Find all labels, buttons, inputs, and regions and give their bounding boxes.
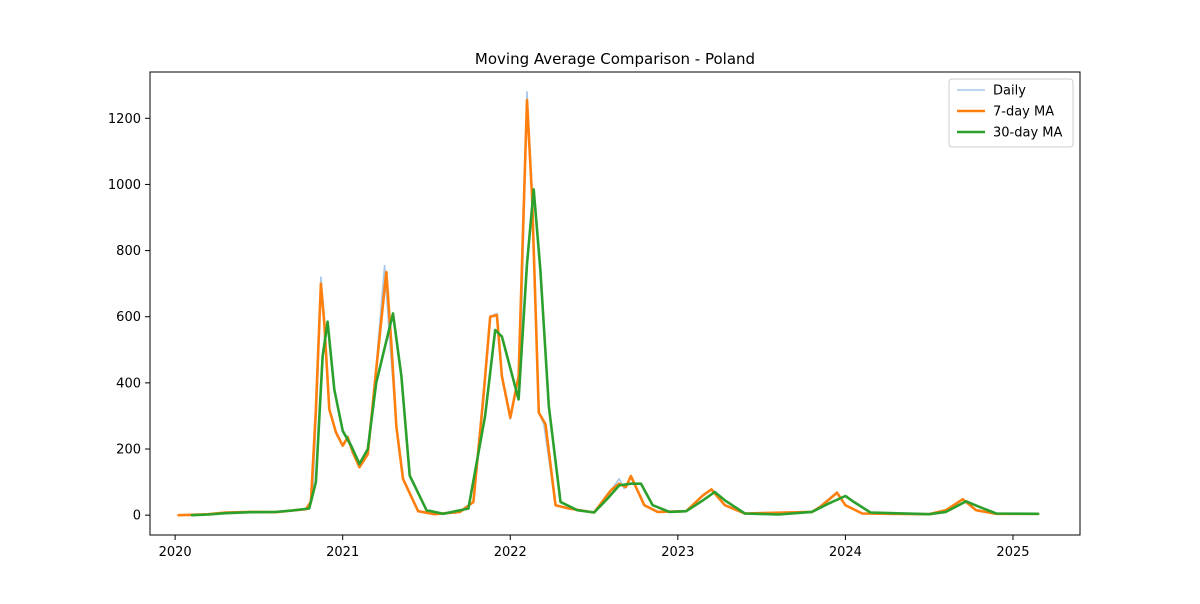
- x-tick-label: 2020: [159, 545, 192, 560]
- y-tick-label: 0: [133, 509, 141, 524]
- chart-title: Moving Average Comparison - Poland: [475, 50, 755, 68]
- y-tick-label: 800: [116, 244, 141, 259]
- x-tick-label: 2022: [494, 545, 527, 560]
- x-tick-label: 2024: [829, 545, 862, 560]
- y-tick-label: 1000: [108, 178, 141, 193]
- series-line-2: [177, 98, 1040, 517]
- y-tick-label: 1200: [108, 112, 141, 127]
- axes-layer: 2020 2021 2022 2023 2024 2025 0 200 400 600 800 100…: [108, 71, 1081, 560]
- x-tick-label: 2023: [661, 545, 694, 560]
- x-tick-label: 2021: [326, 545, 359, 560]
- legend-box: [948, 78, 1074, 148]
- legend-label: 7-day MA: [993, 105, 1054, 120]
- series-line-3: [190, 188, 1040, 517]
- series-layer: [177, 91, 1040, 517]
- y-tick-label: 200: [116, 443, 141, 458]
- series-line-1: [177, 91, 1039, 516]
- y-tick-label: 600: [116, 310, 141, 325]
- plot-frame: [149, 71, 1081, 536]
- legend-label: Daily: [993, 84, 1026, 99]
- y-tick-label: 400: [116, 376, 141, 391]
- x-tick-label: 2025: [996, 545, 1029, 560]
- legend-label: 30-day MA: [993, 126, 1062, 141]
- legend: Daily 7-day MA 30-day MA: [948, 78, 1074, 148]
